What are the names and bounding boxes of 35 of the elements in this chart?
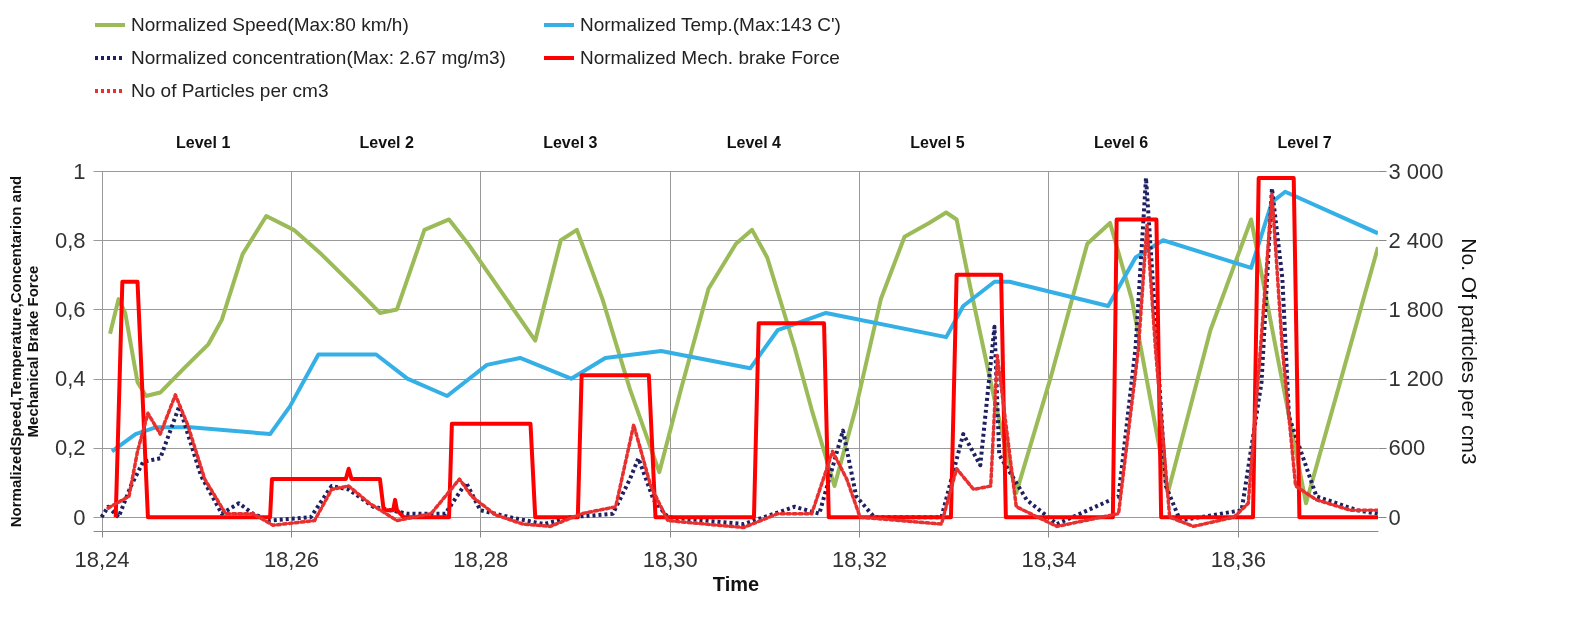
x-tick-label: 18,24 [74, 546, 130, 572]
text: Level 2 [359, 134, 414, 151]
y2-tick-label: 1 200 [1388, 366, 1444, 392]
y2-tick-label: 600 [1388, 435, 1426, 461]
line-series [109, 189, 1378, 454]
text: Level 5 [910, 134, 965, 151]
y2-tick-label: 1 800 [1388, 296, 1444, 322]
text: Level 7 [1277, 134, 1332, 151]
legend-label: Normalized concentration(Max: 2.67 mg/m3) [131, 47, 506, 68]
text: Level 6 [1093, 134, 1149, 151]
x-tick-label: 18,34 [1021, 546, 1077, 572]
y2-tick-label: 3 000 [1388, 158, 1444, 184]
legend-label: Normalized Temp.(Max:143 C') [580, 14, 841, 35]
y-tick-label: 0,8 [54, 227, 86, 253]
x-tick-label: 18,32 [832, 546, 888, 572]
x-tick-label: 18,30 [642, 546, 698, 572]
y2-tick-label: 2 400 [1388, 227, 1444, 253]
text: Level 3 [543, 134, 598, 151]
y-axis-title: NormalizedSpeed,Temperature,Concentarion and Mechanical Brake Force [6, 175, 41, 528]
y-tick-label: 0 [73, 504, 86, 530]
y-tick-label: 0,4 [54, 366, 86, 392]
text: Level 4 [726, 134, 782, 151]
x-tick-label: 18,36 [1210, 546, 1266, 572]
x-tick-label: 18,26 [263, 546, 319, 572]
y2-axis-title: No. Of particles per cm3 [1457, 238, 1481, 465]
legend-label: Normalized Speed(Max:80 km/h) [131, 14, 409, 35]
legend-label: Normalized Mech. brake Force [580, 47, 840, 68]
y2-tick-label: 0 [1388, 504, 1401, 530]
x-axis-title: Time [712, 572, 760, 595]
text: Level 1 [176, 134, 231, 151]
x-tick-label: 18,28 [453, 546, 509, 572]
y-tick-label: 0,6 [54, 296, 86, 322]
y-tick-label: 0,2 [54, 435, 86, 461]
y-tick-label: 1 [73, 158, 86, 184]
legend-label: No of Particles per cm3 [131, 80, 329, 101]
